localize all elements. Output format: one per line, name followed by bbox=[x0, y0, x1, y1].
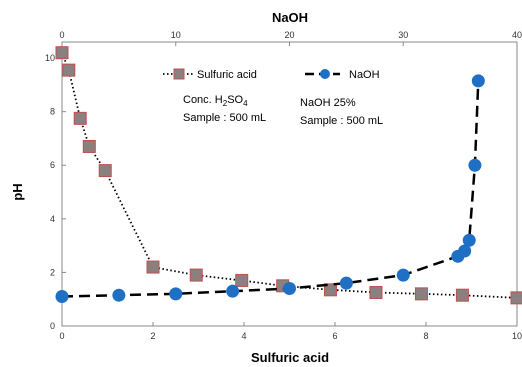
y-tick-label: 6 bbox=[50, 160, 55, 170]
legend-naoh-marker bbox=[320, 69, 330, 79]
series-line bbox=[61, 52, 518, 299]
annotation-sample-naoh: Sample : 500 mL bbox=[300, 115, 383, 127]
data-point bbox=[339, 276, 353, 290]
data-point bbox=[369, 286, 383, 300]
data-point bbox=[455, 288, 469, 302]
bottom-tick-label: 6 bbox=[332, 331, 337, 341]
annotation-conc-sub: 2 bbox=[223, 99, 228, 108]
annotation-conc-mid: SO bbox=[227, 94, 243, 106]
top-tick-label: 40 bbox=[512, 30, 522, 40]
top-tick-label: 10 bbox=[171, 30, 181, 40]
annotations: Conc. H2SO4 Sample : 500 mL NaOH 25% Sam… bbox=[183, 94, 383, 127]
bottom-tick-label: 2 bbox=[150, 331, 155, 341]
annotation-sample-acid: Sample : 500 mL bbox=[183, 112, 266, 124]
data-point bbox=[62, 63, 76, 77]
series-sulfuric-acid bbox=[55, 46, 522, 305]
top-tick-label: 30 bbox=[398, 30, 408, 40]
data-point bbox=[189, 268, 203, 282]
data-point bbox=[414, 287, 428, 301]
data-point bbox=[396, 268, 410, 282]
bottom-axis-ticks: 0 2 4 6 8 10 bbox=[59, 322, 522, 341]
data-point bbox=[73, 111, 87, 125]
y-tick-label: 8 bbox=[50, 107, 55, 117]
y-tick-label: 2 bbox=[50, 267, 55, 277]
data-point bbox=[226, 284, 240, 298]
top-tick-label: 20 bbox=[284, 30, 294, 40]
annotation-conc-main: Conc. H bbox=[183, 94, 223, 106]
legend-sulfuric-acid-label: Sulfuric acid bbox=[197, 69, 257, 81]
data-point bbox=[146, 260, 160, 274]
bottom-tick-label: 8 bbox=[423, 331, 428, 341]
data-point bbox=[112, 288, 126, 302]
data-point bbox=[55, 46, 69, 60]
data-point bbox=[462, 233, 476, 247]
annotation-conc: Conc. H2SO4 bbox=[183, 94, 248, 108]
y-tick-label: 4 bbox=[50, 214, 55, 224]
data-point bbox=[98, 164, 112, 178]
top-axis-title: NaOH bbox=[272, 10, 308, 25]
data-point bbox=[458, 244, 472, 258]
annotation-conc-sub2: 4 bbox=[243, 99, 248, 108]
legend: Sulfuric acid NaOH bbox=[163, 68, 380, 81]
annotation-naoh-conc: NaOH 25% bbox=[300, 97, 356, 109]
top-tick-label: 0 bbox=[59, 30, 64, 40]
data-point bbox=[169, 287, 183, 301]
bottom-axis-title: Sulfuric acid bbox=[251, 350, 329, 365]
data-point bbox=[323, 283, 337, 297]
data-point bbox=[471, 74, 485, 88]
data-point bbox=[55, 290, 69, 304]
series-line bbox=[61, 80, 480, 298]
y-tick-label: 0 bbox=[50, 321, 55, 331]
data-point bbox=[468, 158, 482, 172]
y-tick-label: 10 bbox=[45, 53, 55, 63]
series-naoh bbox=[55, 74, 485, 304]
legend-sulfuric-acid-marker bbox=[173, 68, 185, 80]
y-axis-ticks: 0 2 4 6 8 10 bbox=[45, 53, 66, 331]
bottom-tick-label: 10 bbox=[512, 331, 522, 341]
bottom-tick-label: 4 bbox=[241, 331, 246, 341]
legend-naoh-label: NaOH bbox=[349, 69, 380, 81]
data-point bbox=[283, 281, 296, 295]
data-point bbox=[235, 273, 249, 287]
data-point bbox=[82, 139, 96, 153]
y-axis-title: pH bbox=[10, 183, 25, 200]
top-axis-ticks: 0 10 20 30 40 bbox=[59, 30, 522, 46]
data-point bbox=[510, 291, 522, 305]
bottom-tick-label: 0 bbox=[59, 331, 64, 341]
